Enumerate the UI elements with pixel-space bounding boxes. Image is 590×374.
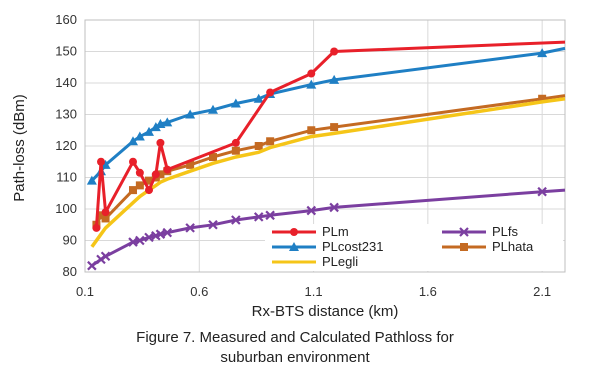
data-point xyxy=(330,123,339,132)
y-axis-title: Path-loss (dBm) xyxy=(11,94,28,202)
data-point xyxy=(87,260,97,271)
data-point xyxy=(100,159,111,169)
data-point xyxy=(155,229,166,239)
data-point xyxy=(306,205,317,216)
data-point xyxy=(128,136,138,146)
x-tick-label: 2.1 xyxy=(533,284,551,299)
data-point xyxy=(209,153,217,162)
x-axis-title: Rx-BTS distance (km) xyxy=(252,303,399,320)
data-point xyxy=(186,160,195,169)
data-point xyxy=(329,202,339,213)
data-point xyxy=(208,219,218,230)
data-point xyxy=(92,223,101,232)
legend-marker xyxy=(459,227,469,237)
y-tick-label: 140 xyxy=(55,75,77,90)
data-point xyxy=(135,168,144,177)
data-point xyxy=(144,232,154,243)
data-point xyxy=(162,117,173,127)
pathloss-chart: 80 90 100 110 120 130 140 150 160 0.1 0.6 1.1 1.6 2.1… xyxy=(11,12,566,320)
x-tick-label: 0.6 xyxy=(190,284,208,299)
data-point xyxy=(128,237,138,247)
data-point xyxy=(86,175,97,185)
data-point xyxy=(538,94,547,103)
data-point xyxy=(253,212,264,222)
series-plegli xyxy=(90,97,566,248)
data-point xyxy=(537,48,548,58)
series-line-plegli xyxy=(90,97,566,248)
data-point xyxy=(145,186,153,195)
y-tick-label: 100 xyxy=(55,201,77,216)
x-tick-label: 1.1 xyxy=(305,284,323,299)
series-line-plm xyxy=(94,40,566,229)
data-point xyxy=(97,211,105,220)
data-point xyxy=(254,142,263,150)
series-plm xyxy=(92,40,566,232)
legend-label: PLegli xyxy=(322,254,358,269)
legend-label: PLhata xyxy=(492,239,534,254)
legend-label: PLm xyxy=(322,224,349,239)
data-point xyxy=(329,74,340,84)
legend-label: PLcost231 xyxy=(322,239,383,254)
data-point xyxy=(306,79,317,89)
data-point xyxy=(231,146,240,155)
data-point xyxy=(145,176,153,185)
data-point xyxy=(162,227,173,238)
y-tick-label: 130 xyxy=(55,107,77,122)
series-plfs xyxy=(87,186,566,271)
y-tick-label: 90 xyxy=(63,233,77,248)
data-point xyxy=(150,122,161,132)
data-point xyxy=(129,186,137,195)
data-point xyxy=(151,170,160,179)
data-point xyxy=(135,181,144,190)
data-point xyxy=(537,186,547,197)
data-point xyxy=(330,47,339,56)
figure-caption-line2: suburban environment xyxy=(220,349,370,366)
y-tick-label: 150 xyxy=(55,44,77,59)
legend-entry-plm: PLm xyxy=(272,224,349,239)
data-point xyxy=(185,223,195,233)
data-point xyxy=(231,138,240,147)
data-point xyxy=(266,137,275,146)
legend-marker xyxy=(290,228,298,236)
data-point xyxy=(208,104,218,114)
legend: PLm PLfs PLcost231 PLhata PLegli xyxy=(265,224,563,271)
data-point xyxy=(185,109,196,119)
figure-caption-line1: Figure 7. Measured and Calculated Pathlo… xyxy=(136,329,454,346)
x-tick-label: 0.1 xyxy=(76,284,94,299)
legend-label: PLfs xyxy=(492,224,519,239)
data-point xyxy=(144,126,154,136)
axes: 80 90 100 110 120 130 140 150 160 0.1 0.6 1.1 1.6 2.1 xyxy=(55,12,566,299)
data-point xyxy=(135,235,145,246)
x-tick-label: 1.6 xyxy=(419,284,437,299)
data-point xyxy=(265,210,275,221)
y-tick-label: 80 xyxy=(63,264,77,279)
y-tick-label: 110 xyxy=(56,170,77,185)
data-point xyxy=(307,126,316,135)
data-point xyxy=(156,170,165,179)
legend-marker xyxy=(460,243,468,251)
data-point xyxy=(266,88,275,97)
data-point xyxy=(156,138,165,147)
data-point xyxy=(163,165,172,174)
series-line-plfs xyxy=(91,188,566,267)
legend-marker xyxy=(289,242,299,251)
data-point xyxy=(253,93,264,103)
data-point xyxy=(230,98,241,108)
data-point xyxy=(134,131,145,141)
data-point xyxy=(100,251,111,262)
data-point xyxy=(129,157,137,166)
data-point xyxy=(307,69,316,78)
data-point xyxy=(97,157,105,166)
legend-entry-plcost231: PLcost231 xyxy=(272,239,383,254)
legend-entry-plegli: PLegli xyxy=(272,254,358,269)
data-point xyxy=(101,208,110,217)
legend-entry-plfs: PLfs xyxy=(442,224,519,239)
data-point xyxy=(231,215,241,225)
series-group xyxy=(86,40,566,271)
plot-area-border xyxy=(84,19,566,273)
y-tick-label: 160 xyxy=(55,12,77,27)
legend-entry-plhata: PLhata xyxy=(442,239,534,254)
data-point xyxy=(101,214,110,223)
y-tick-label: 120 xyxy=(55,138,77,153)
